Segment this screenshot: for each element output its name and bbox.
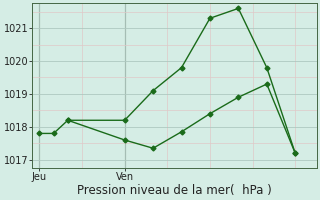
- X-axis label: Pression niveau de la mer(  hPa ): Pression niveau de la mer( hPa ): [77, 184, 272, 197]
